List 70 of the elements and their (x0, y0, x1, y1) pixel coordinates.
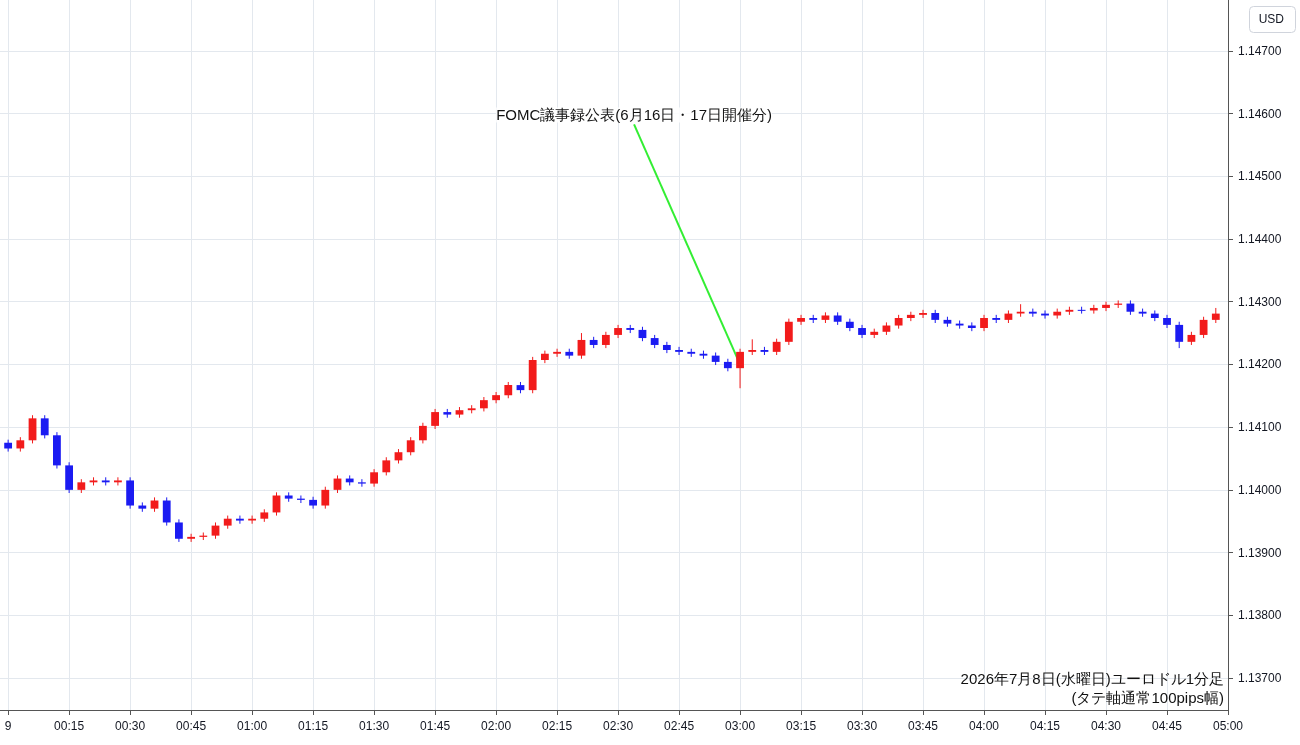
candlestick (797, 314, 805, 326)
candlestick (1199, 316, 1208, 339)
candlestick (418, 422, 427, 444)
y-tick-label: 1.14600 (1238, 106, 1282, 121)
candlestick (662, 341, 671, 354)
candlestick (492, 391, 500, 404)
candlestick (4, 439, 13, 453)
y-tick-label: 1.14200 (1238, 357, 1282, 372)
candlestick (406, 436, 415, 456)
x-tick-label: 9 (4, 719, 12, 733)
x-tick-label: 03:00 (725, 719, 756, 733)
candlestick (540, 350, 549, 364)
x-tick-label: 04:15 (1030, 719, 1061, 733)
candlestick (357, 478, 366, 488)
candlestick (553, 348, 561, 358)
x-tick-label: 02:45 (664, 719, 695, 733)
y-axis-title: USD (1258, 12, 1285, 26)
candlestick (919, 309, 927, 319)
x-tick-label: 04:30 (1091, 719, 1122, 733)
candlestick (236, 515, 244, 525)
candlestick (736, 348, 744, 389)
x-tick-label: 04:45 (1151, 719, 1183, 733)
y-tick-label: 1.14000 (1238, 482, 1282, 497)
x-tick-label: 01:45 (420, 719, 451, 733)
x-tick-label: 01:00 (237, 719, 268, 733)
candlestick (248, 515, 257, 525)
candlestick (272, 491, 281, 517)
x-tick-label: 01:30 (359, 719, 390, 733)
candlestick (309, 496, 317, 510)
candlestick (858, 324, 866, 339)
annotation: (タテ軸通常100pips幅) (1071, 689, 1225, 706)
candlestick (187, 533, 196, 543)
x-tick-label: 00:45 (176, 719, 207, 733)
candlestick (321, 486, 330, 510)
x-tick-label: 01:15 (298, 719, 329, 733)
candlestick (431, 408, 439, 430)
x-tick-label: 02:30 (603, 719, 634, 733)
candlestick (1102, 301, 1110, 312)
candlestick (723, 358, 732, 372)
candlestick (614, 324, 622, 339)
candlestick (1163, 314, 1171, 329)
y-tick-label: 1.14700 (1238, 43, 1282, 58)
x-tick-label: 00:15 (54, 719, 85, 733)
y-tick-label: 1.13900 (1238, 545, 1282, 560)
y-tick-label: 1.14300 (1238, 294, 1282, 309)
x-tick-label: 05:00 (1212, 719, 1244, 733)
candlestick (114, 476, 122, 486)
x-tick-label: 00:30 (115, 719, 146, 733)
candlestick (175, 518, 183, 543)
candlestick (784, 318, 793, 346)
annotation: FOMC議事録公表(6月16日・17日開催分) (496, 106, 772, 124)
candlestick (382, 456, 391, 476)
candlestick (675, 346, 683, 356)
x-tick-label: 03:15 (786, 719, 817, 733)
x-tick-label: 03:30 (847, 719, 878, 733)
candlestick (162, 496, 171, 527)
candlestick (1175, 321, 1184, 349)
x-tick-label: 02:15 (542, 719, 573, 733)
y-tick-label: 1.14400 (1238, 231, 1282, 246)
x-tick-label: 04:00 (969, 719, 1000, 733)
y-tick-label: 1.13800 (1238, 608, 1282, 623)
candlestick (40, 414, 49, 439)
y-tick-label: 1.14100 (1238, 420, 1282, 435)
candlestick (577, 332, 586, 360)
x-tick-label: 02:00 (481, 719, 512, 733)
x-tick-label: 03:45 (908, 719, 939, 733)
y-tick-label: 1.13700 (1238, 671, 1282, 686)
candlestick (28, 414, 37, 444)
y-tick-label: 1.14500 (1238, 169, 1282, 184)
annotation: 2026年7月8日(水曜日)ユーロドル1分足 (960, 670, 1224, 687)
